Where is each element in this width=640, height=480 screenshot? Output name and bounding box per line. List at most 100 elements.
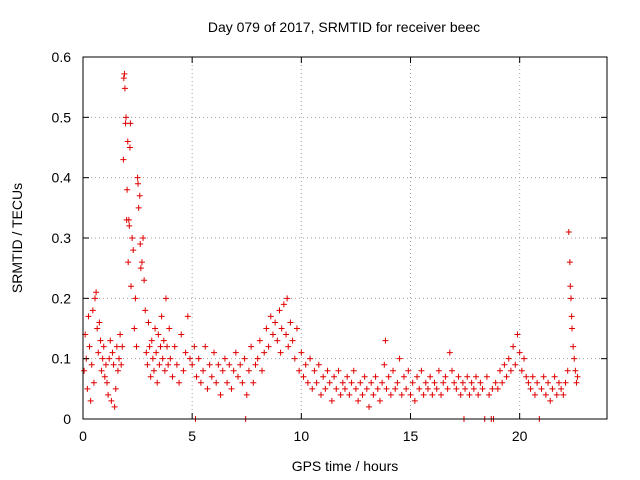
data-point bbox=[148, 337, 155, 344]
data-point bbox=[259, 367, 266, 374]
data-point bbox=[100, 343, 107, 350]
data-point bbox=[525, 379, 532, 386]
data-point bbox=[545, 379, 552, 386]
data-point bbox=[540, 373, 547, 380]
data-point bbox=[438, 391, 445, 398]
data-point bbox=[277, 349, 284, 356]
data-point bbox=[160, 337, 167, 344]
data-point bbox=[564, 367, 571, 374]
data-point bbox=[566, 259, 573, 266]
data-point bbox=[161, 367, 168, 374]
data-point bbox=[446, 349, 453, 356]
x-axis-label: GPS time / hours bbox=[292, 458, 399, 474]
data-point bbox=[193, 373, 200, 380]
data-point bbox=[568, 313, 575, 320]
data-point bbox=[129, 235, 136, 241]
data-point bbox=[104, 379, 111, 386]
data-point bbox=[263, 325, 270, 332]
data-point bbox=[284, 295, 291, 302]
data-point bbox=[368, 379, 375, 386]
data-point bbox=[547, 397, 554, 404]
data-point bbox=[407, 391, 414, 398]
grid-lines bbox=[83, 57, 607, 419]
data-point bbox=[232, 349, 239, 356]
data-point bbox=[272, 319, 279, 326]
data-point bbox=[167, 355, 174, 362]
data-point bbox=[86, 343, 93, 350]
data-point bbox=[278, 325, 285, 332]
data-point bbox=[411, 397, 418, 404]
data-point bbox=[448, 367, 455, 374]
x-tick-label: 15 bbox=[403, 428, 419, 444]
data-point bbox=[538, 385, 545, 392]
data-point bbox=[118, 361, 125, 368]
data-point bbox=[128, 283, 135, 290]
data-point bbox=[374, 385, 381, 392]
data-point bbox=[531, 391, 538, 398]
data-point bbox=[109, 349, 116, 356]
data-point bbox=[180, 367, 187, 374]
data-point bbox=[427, 373, 434, 380]
data-point bbox=[573, 379, 580, 386]
data-point bbox=[475, 391, 482, 398]
data-point bbox=[125, 216, 132, 223]
y-axis-label: SRMTID / TECUs bbox=[9, 183, 25, 293]
data-point bbox=[551, 373, 558, 380]
data-point bbox=[442, 373, 449, 380]
data-point bbox=[549, 385, 556, 392]
data-point bbox=[558, 385, 565, 392]
data-point bbox=[569, 325, 576, 332]
data-point bbox=[383, 385, 390, 392]
data-point bbox=[252, 361, 259, 368]
data-point bbox=[85, 313, 92, 320]
y-tick-label: 0.1 bbox=[52, 351, 72, 367]
data-point bbox=[154, 379, 161, 386]
data-point bbox=[357, 379, 364, 386]
data-point bbox=[112, 385, 119, 392]
data-point bbox=[131, 325, 138, 332]
y-tick-label: 0 bbox=[63, 411, 71, 427]
data-point bbox=[202, 343, 209, 350]
data-point bbox=[553, 391, 560, 398]
data-point bbox=[267, 313, 274, 320]
data-point bbox=[94, 325, 101, 332]
data-point bbox=[560, 391, 567, 398]
data-point bbox=[379, 379, 386, 386]
data-point bbox=[182, 349, 189, 356]
data-point bbox=[499, 379, 506, 386]
data-point bbox=[363, 385, 370, 392]
data-point bbox=[381, 361, 388, 368]
data-point bbox=[307, 355, 314, 362]
data-point bbox=[451, 379, 458, 386]
data-point bbox=[121, 85, 128, 92]
y-tick-label: 0.5 bbox=[52, 109, 72, 125]
data-point bbox=[468, 379, 475, 386]
data-point bbox=[158, 313, 165, 320]
data-point bbox=[420, 391, 427, 398]
chart-title: Day 079 of 2017, SRMTID for receiver bee… bbox=[208, 19, 480, 35]
x-tick-label: 0 bbox=[79, 428, 87, 444]
data-point bbox=[135, 204, 142, 211]
data-point bbox=[335, 367, 342, 374]
data-point bbox=[289, 337, 296, 344]
data-point bbox=[494, 385, 501, 392]
data-point bbox=[534, 379, 541, 386]
data-point bbox=[429, 391, 436, 398]
data-point bbox=[155, 331, 162, 338]
data-point bbox=[121, 70, 128, 77]
data-point bbox=[197, 379, 204, 386]
data-point bbox=[453, 385, 460, 392]
data-point bbox=[317, 391, 324, 398]
data-point bbox=[503, 373, 510, 380]
data-point bbox=[120, 75, 127, 82]
data-point bbox=[133, 343, 140, 350]
data-point bbox=[219, 367, 226, 374]
data-point bbox=[298, 349, 305, 356]
data-point bbox=[99, 355, 106, 362]
data-point bbox=[409, 379, 416, 386]
data-point bbox=[123, 114, 130, 121]
data-point bbox=[470, 385, 477, 392]
data-point bbox=[276, 307, 283, 314]
data-point bbox=[126, 222, 133, 229]
